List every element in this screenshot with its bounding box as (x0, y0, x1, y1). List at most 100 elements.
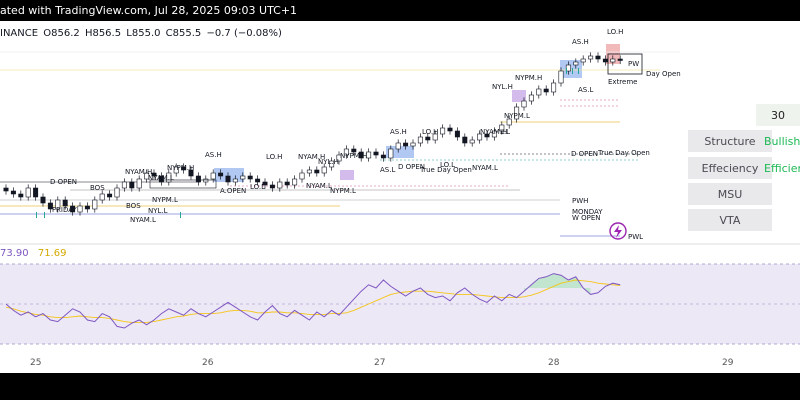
candle-down (358, 151, 364, 159)
annotation-label: LO.L (440, 161, 455, 169)
candle-down (255, 178, 261, 183)
annotation-label: AS.H (572, 38, 589, 46)
candle-up (292, 178, 298, 186)
annotation-label: LO.H (607, 28, 623, 36)
candle-up (366, 151, 372, 159)
ohlc-legend: INANCE O856.2 H856.5 L855.0 C855.5 −0.7 … (0, 28, 284, 39)
candle-down (247, 175, 253, 180)
efficiency-label: Effeciency (701, 161, 759, 175)
lightning-icon (609, 222, 627, 240)
candle-up (299, 172, 305, 180)
annotation-label: Extreme (608, 78, 637, 86)
bottom-bar (0, 373, 800, 400)
annotation-label: AS.H (205, 151, 222, 159)
annotation-label: D OPEN (50, 178, 77, 186)
asia-box-26 (214, 168, 244, 182)
annotation-label: MONDAY (572, 208, 603, 216)
annotation-label: NYL.H (492, 83, 513, 91)
vta-button[interactable]: VTA (688, 209, 772, 231)
candle-up (277, 181, 283, 189)
candle-down (380, 154, 386, 159)
annotation-label: NYL.L (148, 207, 168, 215)
x-tick-25: 25 (30, 358, 42, 368)
annotation-label: AS.L (380, 166, 395, 174)
candle-up (232, 178, 238, 183)
candle-down (225, 175, 231, 183)
annotation-label: NYAM.H (125, 168, 152, 176)
candle-up (558, 70, 564, 84)
candle-down (425, 136, 431, 141)
candle-up (336, 154, 342, 162)
candle-up (114, 187, 120, 198)
candle-down (33, 187, 39, 198)
session-tick (578, 68, 579, 74)
annotation-label: True Day Open (419, 166, 472, 174)
candle-down (181, 166, 187, 171)
candle-down (484, 133, 490, 138)
ohlc-open: O856.2 (43, 28, 80, 39)
annotation-label: NYPM.H (167, 164, 194, 172)
candle-down (543, 88, 549, 93)
candle-down (129, 181, 135, 189)
annotation-label: LO.H (422, 128, 438, 136)
candle-up (528, 94, 534, 102)
candle-down (262, 181, 268, 186)
candle-down (195, 175, 201, 183)
annotation-label: NYPM.H (340, 152, 367, 160)
candle-up (203, 178, 209, 183)
annotation-label: NYAM.H (298, 153, 325, 161)
candle-down (10, 190, 16, 195)
annotation-label: W OPEN (572, 214, 601, 222)
candle-down (18, 193, 24, 198)
x-tick-26: 26 (202, 358, 214, 368)
candle-down (40, 196, 46, 204)
panel-top-value: 30 (756, 104, 800, 126)
candle-up (99, 193, 105, 201)
annotation-label: Day Open (646, 70, 681, 78)
candle-up (240, 175, 246, 180)
annotation-label: True Day Open (597, 149, 650, 157)
structure-button[interactable]: Structure (688, 130, 772, 152)
candle-down (595, 55, 601, 60)
annotation-label: PWL (628, 233, 643, 241)
candle-up (514, 106, 520, 120)
x-tick-28: 28 (548, 358, 560, 368)
annotation-label: LO.H (266, 153, 282, 161)
structure-label: Structure (704, 134, 756, 148)
ohlc-close: C855.5 (165, 28, 202, 39)
exchange-label: INANCE (0, 28, 39, 39)
candle-down (314, 169, 320, 174)
ohlc-high: H856.5 (84, 28, 122, 39)
candle-down (447, 127, 453, 132)
range-box-28 (607, 53, 643, 75)
candle-up (136, 178, 142, 189)
annotation-label: NYPM.H (515, 74, 542, 82)
efficiency-button[interactable]: Effeciency (688, 157, 772, 179)
annotation-label: NYPM.L (152, 196, 178, 204)
candle-up (491, 130, 497, 138)
ohlc-low: L855.0 (126, 28, 161, 39)
msu-button[interactable]: MSU (688, 183, 772, 205)
candle-up (173, 166, 179, 174)
candle-down (462, 136, 468, 144)
candle-down (617, 58, 623, 61)
annotation-label: NYAM.L (306, 182, 332, 190)
rsi-overbought-fill (524, 273, 591, 295)
candle-up (499, 124, 505, 132)
candle-down (188, 169, 194, 177)
candle-up (432, 133, 438, 141)
candle-up (329, 160, 335, 168)
structure-value: Bullish (764, 134, 800, 148)
candle-up (25, 187, 31, 198)
candle-down (151, 172, 157, 177)
candle-up (440, 127, 446, 135)
candle-up (388, 148, 394, 159)
annotation-label: PWH (572, 197, 588, 205)
candle-down (403, 142, 409, 147)
vta-label: VTA (719, 213, 741, 227)
ny-box-27 (512, 90, 526, 102)
annotation-label: NYAM.L (130, 216, 156, 224)
annotation-label: PW (628, 60, 639, 68)
annotation-label: FRIDAY (52, 206, 77, 214)
